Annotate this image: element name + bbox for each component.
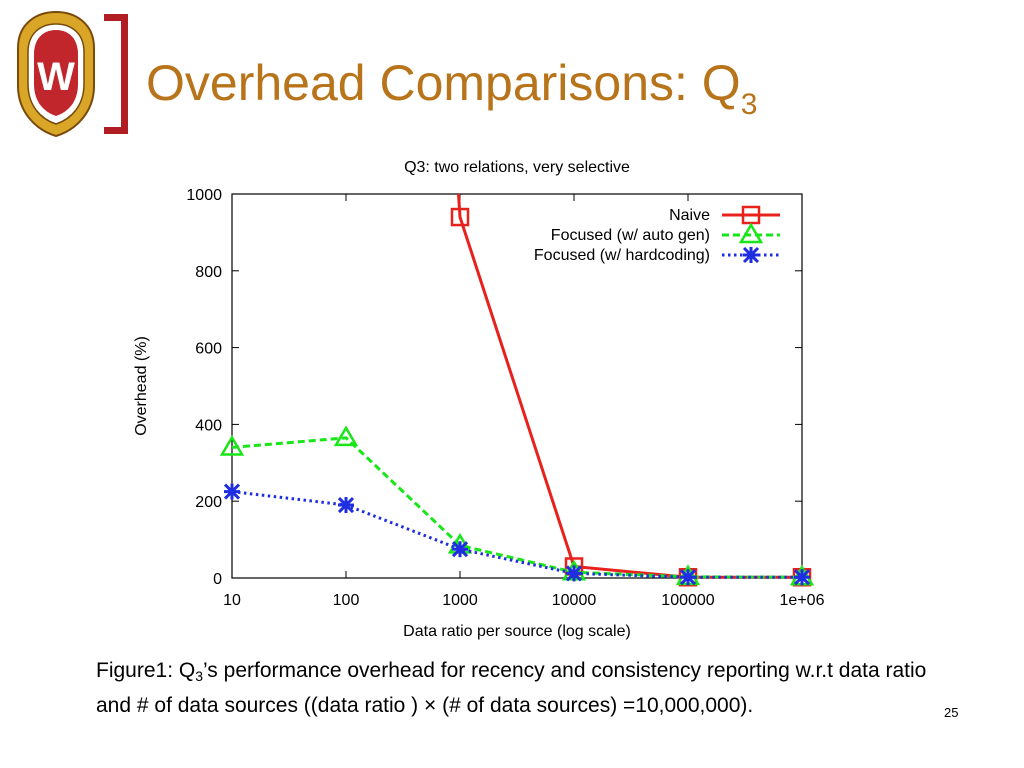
y-tick-label: 1000: [186, 187, 222, 204]
data-point-star: [565, 565, 583, 582]
data-point-star: [742, 246, 760, 264]
data-point-square: [450, 207, 470, 227]
series-layer: [219, 193, 815, 587]
plot-frame: [231, 193, 803, 579]
series-line: [231, 490, 802, 579]
y-axis-label: Overhead (%): [133, 336, 150, 436]
data-point-star: [793, 569, 811, 586]
data-point-star: [337, 496, 355, 514]
series-3: [223, 483, 811, 586]
title-bracket-decoration: [104, 14, 128, 134]
caption-prefix: Figure1: Q: [96, 659, 196, 682]
chart-title: Q3: two relations, very selective: [404, 159, 630, 176]
data-point-triangle: [738, 222, 764, 244]
chart-legend: Naive Focused (w/ auto gen) Focused (w/ ha…: [534, 205, 780, 264]
x-tick-label: 100: [333, 592, 360, 609]
slide-title-subscript: 3: [740, 88, 758, 121]
x-axis: 10 100 1000 10000 100000 1e+06: [223, 194, 825, 609]
y-tick-label: 0: [213, 571, 222, 588]
x-tick-label: 1000: [442, 592, 478, 609]
overhead-line-chart: Q3: two relations, very selective 0 200 40…: [133, 159, 825, 640]
y-axis: 0 200 400 600 800 1000: [186, 187, 802, 588]
slide-title-text: Overhead Comparisons: Q: [146, 55, 741, 111]
caption-subscript: 3: [195, 668, 204, 684]
x-tick-label: 10000: [552, 592, 597, 609]
page-number: 25: [944, 705, 959, 720]
series-line: [231, 436, 803, 579]
svg-text:W: W: [37, 55, 75, 99]
university-crest-logo: W: [17, 10, 95, 138]
slide-title: Overhead Comparisons: Q3: [146, 58, 757, 120]
x-tick-label: 1e+06: [780, 592, 825, 609]
data-point-triangle: [333, 425, 359, 447]
x-axis-label: Data ratio per source (log scale): [403, 623, 631, 640]
data-point-star: [223, 483, 241, 500]
legend-label: Naive: [669, 207, 710, 224]
legend-label: Focused (w/ hardcoding): [534, 247, 710, 264]
data-point-star: [451, 541, 469, 558]
figure-caption: Figure1: Q3’s performance overhead for r…: [96, 656, 956, 721]
data-point-triangle: [219, 434, 245, 456]
y-tick-label: 400: [195, 417, 222, 434]
y-tick-label: 600: [195, 341, 222, 358]
x-tick-label: 10: [223, 592, 241, 609]
legend-label: Focused (w/ auto gen): [551, 227, 710, 244]
caption-text: ’s performance overhead for recency and …: [96, 659, 927, 717]
y-tick-label: 800: [195, 264, 222, 281]
y-tick-label: 200: [195, 494, 222, 511]
x-tick-label: 100000: [661, 592, 714, 609]
data-point-star: [679, 569, 697, 586]
